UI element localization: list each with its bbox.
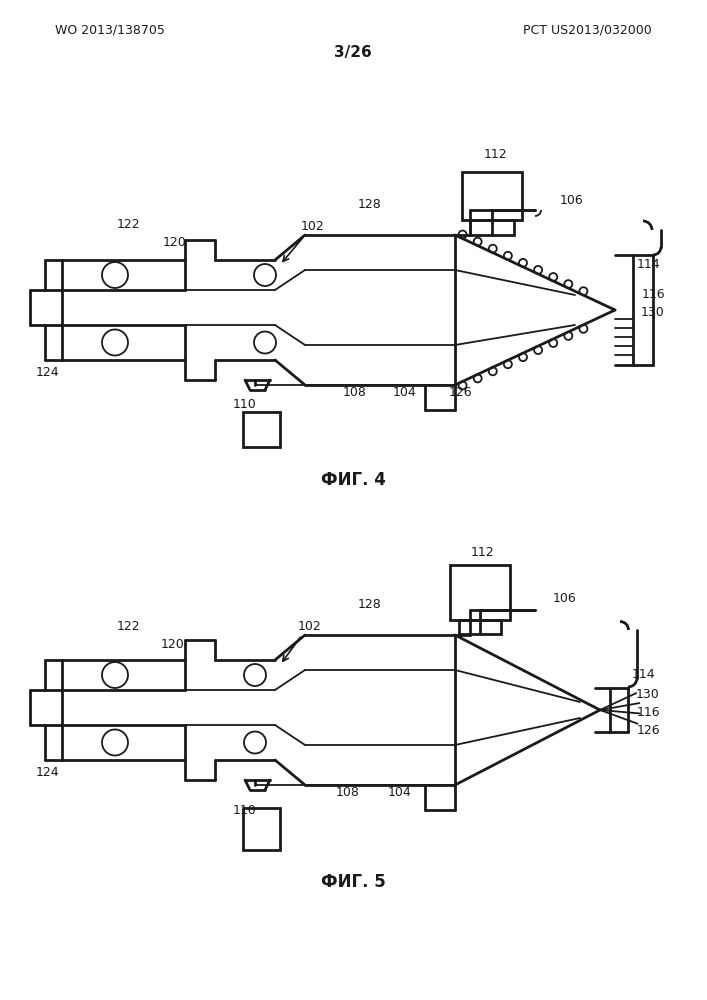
Text: PCT US2013/032000: PCT US2013/032000 — [523, 23, 652, 36]
Text: 122: 122 — [116, 620, 140, 634]
Circle shape — [564, 280, 573, 288]
Text: 3/26: 3/26 — [334, 44, 372, 60]
Circle shape — [504, 252, 512, 260]
Text: 116: 116 — [636, 706, 660, 718]
Bar — [450, 565, 510, 620]
Circle shape — [459, 231, 467, 239]
Bar — [470, 220, 514, 235]
Text: 108: 108 — [343, 386, 367, 399]
Text: 108: 108 — [336, 786, 360, 800]
Circle shape — [254, 332, 276, 354]
Circle shape — [504, 360, 512, 368]
Text: 122: 122 — [116, 219, 140, 232]
Text: 106: 106 — [560, 194, 584, 207]
Text: 130: 130 — [641, 306, 665, 318]
Circle shape — [254, 264, 276, 286]
Circle shape — [459, 381, 467, 389]
Text: 130: 130 — [636, 688, 660, 700]
Circle shape — [474, 238, 481, 246]
Text: 128: 128 — [358, 198, 382, 212]
Bar — [462, 172, 522, 220]
Circle shape — [534, 346, 542, 354]
Text: WO 2013/138705: WO 2013/138705 — [55, 23, 165, 36]
Text: 120: 120 — [161, 638, 185, 650]
Text: 104: 104 — [393, 386, 417, 399]
Text: 102: 102 — [301, 221, 325, 233]
Circle shape — [102, 262, 128, 288]
Circle shape — [549, 273, 557, 281]
Circle shape — [580, 287, 588, 295]
Text: 114: 114 — [636, 258, 660, 271]
Circle shape — [102, 730, 128, 756]
Circle shape — [244, 732, 266, 754]
Circle shape — [519, 259, 527, 267]
Circle shape — [534, 266, 542, 274]
Text: 112: 112 — [470, 546, 493, 558]
Text: 128: 128 — [358, 598, 382, 611]
Text: 126: 126 — [448, 386, 472, 399]
Circle shape — [549, 339, 557, 347]
Text: 120: 120 — [163, 235, 187, 248]
Text: 124: 124 — [35, 365, 59, 378]
Text: ФИГ. 4: ФИГ. 4 — [320, 471, 385, 489]
Text: 110: 110 — [233, 804, 257, 816]
Text: 104: 104 — [388, 786, 412, 800]
Circle shape — [474, 374, 481, 382]
Text: 112: 112 — [483, 148, 507, 161]
Circle shape — [102, 662, 128, 688]
Bar — [243, 808, 280, 850]
Text: 106: 106 — [553, 591, 577, 604]
Bar — [459, 620, 501, 634]
Text: 110: 110 — [233, 398, 257, 412]
Text: 116: 116 — [641, 288, 665, 300]
Text: ФИГ. 5: ФИГ. 5 — [321, 873, 385, 891]
Text: 124: 124 — [35, 766, 59, 778]
Text: 102: 102 — [298, 620, 322, 634]
Circle shape — [519, 353, 527, 361]
Text: 126: 126 — [636, 724, 660, 736]
Circle shape — [564, 332, 573, 340]
Bar — [243, 412, 280, 447]
Text: 114: 114 — [631, 668, 655, 682]
Circle shape — [489, 367, 497, 375]
Circle shape — [102, 330, 128, 356]
Circle shape — [244, 664, 266, 686]
Circle shape — [580, 325, 588, 333]
Circle shape — [489, 245, 497, 253]
